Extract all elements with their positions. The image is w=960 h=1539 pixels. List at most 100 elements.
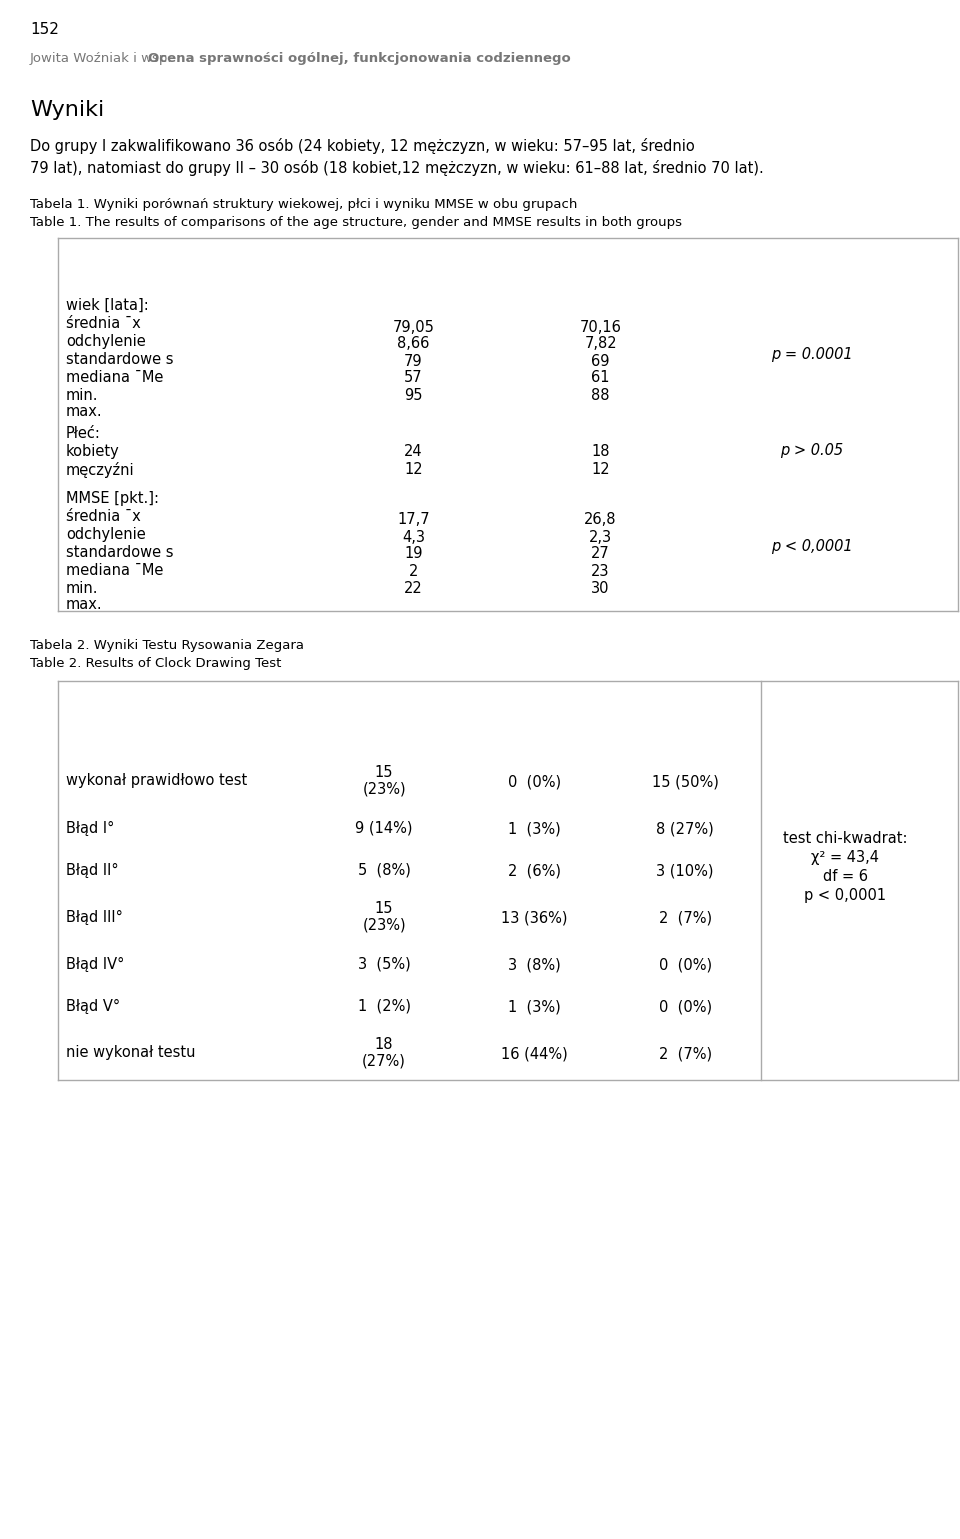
Text: Grupa 1 vs. 2: Grupa 1 vs. 2 bbox=[794, 733, 897, 748]
Text: 95: 95 bbox=[404, 388, 422, 403]
Text: 7,82: 7,82 bbox=[585, 337, 617, 351]
Text: 13 (36%): 13 (36%) bbox=[501, 911, 567, 925]
Text: Błąd V°: Błąd V° bbox=[66, 999, 120, 1014]
Text: standardowe s: standardowe s bbox=[66, 545, 174, 560]
Text: Razem: Razem bbox=[358, 697, 410, 713]
Text: 19: 19 bbox=[404, 546, 422, 562]
Text: 18: 18 bbox=[375, 1037, 394, 1053]
Text: odchylenie: odchylenie bbox=[66, 526, 146, 542]
Text: średnia ¯x: średnia ¯x bbox=[66, 315, 141, 331]
Text: 15: 15 bbox=[375, 900, 394, 916]
Text: N = 30: N = 30 bbox=[574, 269, 627, 285]
Text: min.: min. bbox=[66, 388, 99, 403]
Text: Wynik: Wynik bbox=[822, 689, 869, 703]
Text: 1  (3%): 1 (3%) bbox=[508, 999, 561, 1014]
Text: Błąd III°: Błąd III° bbox=[66, 910, 123, 925]
Text: parametr: parametr bbox=[153, 257, 225, 271]
Text: standardowe s: standardowe s bbox=[66, 352, 174, 366]
Text: N = 36: N = 36 bbox=[387, 269, 440, 285]
Text: męczyźni: męczyźni bbox=[66, 462, 134, 479]
Text: Grupa 2: Grupa 2 bbox=[655, 697, 716, 713]
Text: 79,05: 79,05 bbox=[393, 320, 434, 334]
Text: p < 0,0001: p < 0,0001 bbox=[771, 540, 852, 554]
Text: Wyniki: Wyniki bbox=[30, 100, 105, 120]
Text: MMSE [pkt.]:: MMSE [pkt.]: bbox=[66, 491, 159, 506]
Text: 152: 152 bbox=[30, 22, 59, 37]
Text: Ocena sprawności ogólnej, funkcjonowania codziennego: Ocena sprawności ogólnej, funkcjonowania… bbox=[148, 52, 571, 65]
Text: 23: 23 bbox=[591, 563, 610, 579]
Text: 1  (2%): 1 (2%) bbox=[358, 999, 411, 1014]
Text: 1  (3%): 1 (3%) bbox=[508, 822, 561, 837]
Text: Tabela 2. Wyniki Testu Rysowania Zegara: Tabela 2. Wyniki Testu Rysowania Zegara bbox=[30, 639, 304, 653]
Text: Błąd I°: Błąd I° bbox=[66, 820, 114, 836]
Text: wiek [lata]:: wiek [lata]: bbox=[66, 299, 149, 312]
Text: 0  (0%): 0 (0%) bbox=[659, 957, 711, 973]
Text: 4,3: 4,3 bbox=[402, 529, 425, 545]
Text: χ² = 43,4: χ² = 43,4 bbox=[811, 851, 879, 865]
Text: wynik porównania: wynik porównania bbox=[743, 246, 881, 263]
Text: 70,16: 70,16 bbox=[580, 320, 621, 334]
Text: Do grupy I zakwalifikowano 36 osób (24 kobiety, 12 mężczyzn, w wieku: 57–95 lat,: Do grupy I zakwalifikowano 36 osób (24 k… bbox=[30, 139, 695, 154]
Text: max.: max. bbox=[66, 597, 103, 613]
Text: 15 (50%): 15 (50%) bbox=[652, 774, 719, 790]
Text: test chi-kwadrat:: test chi-kwadrat: bbox=[783, 831, 907, 846]
Text: 3  (5%): 3 (5%) bbox=[358, 957, 411, 971]
Text: Grupa 1: Grupa 1 bbox=[504, 697, 565, 713]
Text: (23%): (23%) bbox=[362, 782, 406, 797]
Text: Błąd II°: Błąd II° bbox=[66, 862, 118, 877]
Text: (27%): (27%) bbox=[362, 1054, 406, 1070]
Text: (23%): (23%) bbox=[362, 917, 406, 933]
Text: Table 2. Results of Clock Drawing Test: Table 2. Results of Clock Drawing Test bbox=[30, 657, 281, 669]
Text: 3  (8%): 3 (8%) bbox=[508, 957, 561, 973]
Text: 2  (6%): 2 (6%) bbox=[508, 863, 561, 879]
Text: min.: min. bbox=[66, 582, 99, 596]
Text: 26,8: 26,8 bbox=[585, 512, 617, 528]
Text: p > 0.05: p > 0.05 bbox=[780, 443, 844, 459]
Text: 2,3: 2,3 bbox=[589, 529, 612, 545]
Text: 30: 30 bbox=[591, 580, 610, 596]
Text: Grupa 2: Grupa 2 bbox=[570, 252, 632, 266]
Text: N = 66: N = 66 bbox=[357, 726, 411, 742]
Text: odchylenie: odchylenie bbox=[66, 334, 146, 349]
Text: 12: 12 bbox=[404, 462, 422, 477]
Text: Błąd IV°: Błąd IV° bbox=[66, 957, 124, 971]
Text: mediana ¯Me: mediana ¯Me bbox=[66, 563, 163, 579]
Text: Płeć:: Płeć: bbox=[66, 426, 101, 442]
Text: Jowita Woźniak i wsp.: Jowita Woźniak i wsp. bbox=[30, 52, 173, 65]
Text: 5  (8%): 5 (8%) bbox=[358, 862, 411, 877]
Text: kobiety: kobiety bbox=[66, 443, 120, 459]
Text: 79: 79 bbox=[404, 354, 422, 368]
Text: 9 (14%): 9 (14%) bbox=[355, 820, 413, 836]
Text: 8,66: 8,66 bbox=[397, 337, 429, 351]
Text: 27: 27 bbox=[591, 546, 610, 562]
Text: N = 36: N = 36 bbox=[508, 726, 562, 742]
Text: nie wykonał testu: nie wykonał testu bbox=[66, 1045, 196, 1060]
Text: 12: 12 bbox=[591, 462, 610, 477]
Text: N = 30: N = 30 bbox=[659, 726, 712, 742]
Text: 69: 69 bbox=[591, 354, 610, 368]
Text: 57: 57 bbox=[404, 371, 422, 385]
Text: 17,7: 17,7 bbox=[397, 512, 430, 528]
Text: Table 1. The results of comparisons of the age structure, gender and MMSE result: Table 1. The results of comparisons of t… bbox=[30, 215, 682, 229]
Text: 22: 22 bbox=[404, 580, 422, 596]
Text: średnia ¯x: średnia ¯x bbox=[66, 509, 141, 523]
Text: porównania: porównania bbox=[801, 706, 890, 723]
Text: Tabela 1. Wyniki porównań struktury wiekowej, płci i wyniku MMSE w obu grupach: Tabela 1. Wyniki porównań struktury wiek… bbox=[30, 199, 577, 211]
Text: grupa 1 vs. 2: grupa 1 vs. 2 bbox=[762, 265, 862, 280]
Text: 2  (7%): 2 (7%) bbox=[659, 911, 711, 925]
Text: 0  (0%): 0 (0%) bbox=[659, 999, 711, 1014]
Text: p < 0,0001: p < 0,0001 bbox=[804, 888, 886, 903]
Text: 3 (10%): 3 (10%) bbox=[657, 863, 714, 879]
Text: df = 6: df = 6 bbox=[823, 870, 868, 885]
Text: 0  (0%): 0 (0%) bbox=[508, 774, 561, 790]
Text: 61: 61 bbox=[591, 371, 610, 385]
Text: Grupa 1: Grupa 1 bbox=[383, 252, 444, 266]
Text: 8 (27%): 8 (27%) bbox=[657, 822, 714, 837]
Text: 24: 24 bbox=[404, 443, 422, 459]
Text: mediana ¯Me: mediana ¯Me bbox=[66, 369, 163, 385]
Text: Liczba pacjentów (odsetek): Liczba pacjentów (odsetek) bbox=[79, 711, 288, 726]
Text: wykonał prawidłowo test: wykonał prawidłowo test bbox=[66, 774, 247, 788]
Text: p = 0.0001: p = 0.0001 bbox=[771, 346, 852, 362]
Text: 2  (7%): 2 (7%) bbox=[659, 1047, 711, 1062]
Text: 2: 2 bbox=[409, 563, 419, 579]
